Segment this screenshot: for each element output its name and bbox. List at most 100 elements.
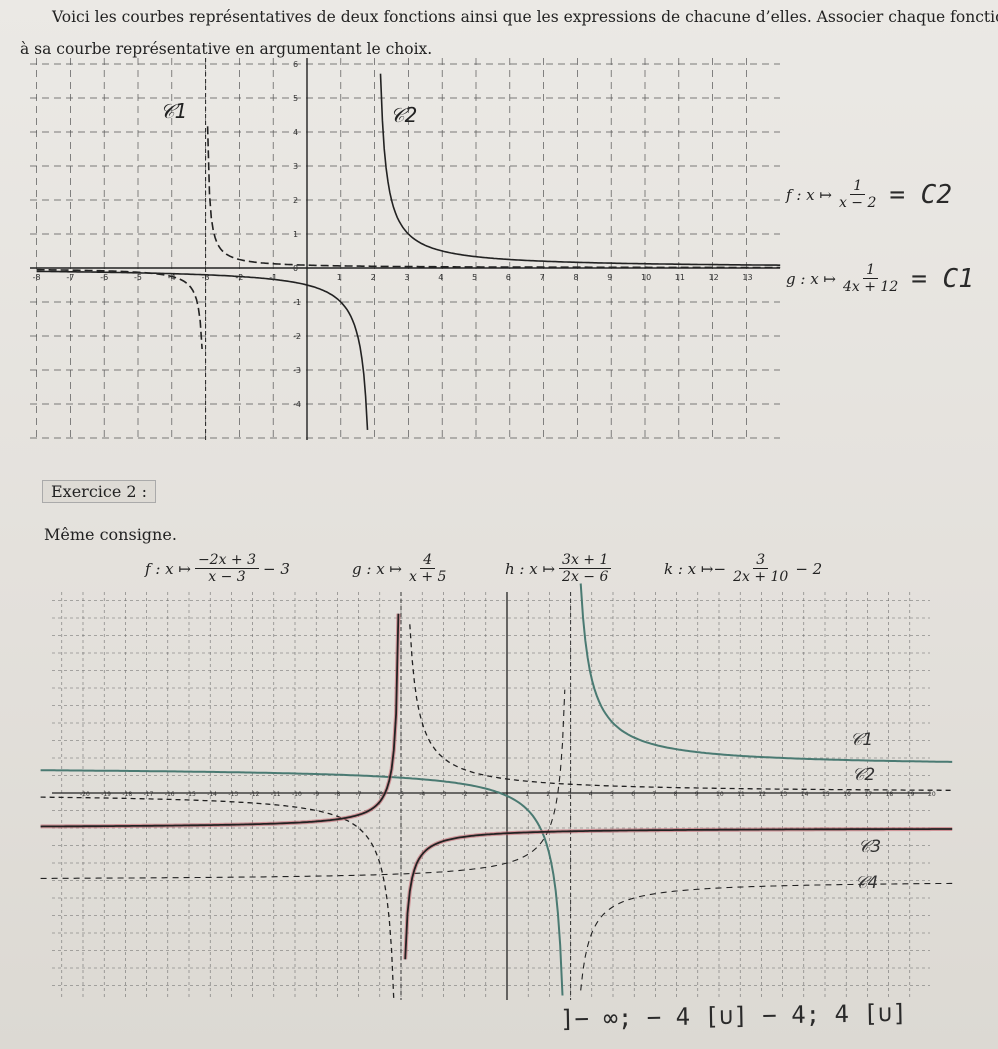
curve-c4 [40, 613, 953, 960]
curve-c2 [36, 73, 781, 430]
x-tick-label: 13 [742, 273, 752, 282]
curve-c1 [36, 126, 781, 350]
x-tick-label: 8 [674, 791, 678, 798]
instruction-line-2: à sa courbe représentative en argumentan… [20, 40, 433, 58]
function-g1-name: g : x ↦ [786, 269, 836, 288]
function-h2-numerator: 3x + 1 [559, 552, 612, 570]
x-tick-label: 9 [695, 791, 699, 798]
x-tick-label: 5 [610, 791, 614, 798]
x-tick-label: -18 [122, 791, 132, 798]
x-tick-label: -7 [356, 791, 362, 798]
x-tick-label: -1 [483, 791, 489, 798]
curve-label-c2: 𝒞2 [852, 765, 875, 785]
curve-c4-highlight [40, 613, 953, 960]
function-k2: k : x ↦ − 3 2x + 10 − 2 [664, 552, 822, 585]
x-tick-label: -11 [271, 791, 281, 798]
function-g2: g : x ↦ 4 x + 5 [352, 552, 453, 585]
y-tick-label: 2 [293, 196, 298, 205]
function-f1: f : x ↦ 1 x − 2 = C2 [786, 178, 952, 211]
curve-label-c1: 𝒞1 [160, 99, 187, 123]
x-tick-label: -17 [144, 791, 154, 798]
x-tick-label: 1 [525, 791, 529, 798]
x-tick-label: -3 [440, 791, 446, 798]
function-g2-denominator: x + 5 [409, 569, 447, 586]
x-tick-label: -2 [235, 273, 243, 282]
curve-label-c1: 𝒞1 [850, 730, 873, 750]
x-tick-label: 12 [758, 791, 766, 798]
x-tick-label: -16 [165, 791, 175, 798]
x-tick-label: -6 [100, 273, 108, 282]
curve-label-c2: 𝒞2 [390, 103, 417, 127]
y-tick-label: 5 [293, 94, 298, 103]
x-tick-label: 15 [822, 791, 830, 798]
function-f2-numerator: −2x + 3 [194, 552, 260, 570]
y-tick-label: 4 [293, 128, 298, 137]
x-tick-label: 2 [546, 791, 550, 798]
instruction-line-1: Voici les courbes représentatives de deu… [52, 8, 998, 26]
x-tick-label: -2 [462, 791, 468, 798]
function-f1-denominator: x − 2 [838, 195, 877, 212]
x-tick-label: 7 [652, 791, 656, 798]
x-tick-label: -6 [377, 791, 383, 798]
x-tick-label: -5 [134, 273, 142, 282]
function-h2-name: h : x ↦ [505, 559, 556, 578]
x-tick-label: 17 [864, 791, 872, 798]
y-tick-label: 0 [293, 264, 298, 273]
y-tick-label: 1 [293, 230, 298, 239]
x-tick-label: 11 [675, 273, 685, 282]
function-g2-fraction: 4 x + 5 [406, 552, 449, 585]
function-k2-suffix: − 2 [795, 559, 823, 578]
x-tick-label: 19 [907, 791, 915, 798]
x-tick-label: -8 [33, 273, 41, 282]
x-tick-label: 6 [631, 791, 635, 798]
function-h2: h : x ↦ 3x + 1 2x − 6 [505, 552, 615, 585]
x-tick-label: 9 [607, 273, 612, 282]
function-k2-name: k : x ↦ [664, 559, 714, 578]
function-k2-prefix: − [713, 559, 727, 578]
x-tick-label: -13 [228, 791, 238, 798]
x-tick-label: 11 [737, 791, 745, 798]
x-tick-label: 14 [801, 791, 809, 798]
x-tick-label: -19 [101, 791, 111, 798]
x-tick-label: 18 [886, 791, 894, 798]
x-tick-label: -10 [292, 791, 302, 798]
x-tick-label: -14 [207, 791, 217, 798]
x-tick-label: -8 [334, 791, 340, 798]
x-tick-label: 20 [928, 791, 936, 798]
consigne: Même consigne. [44, 525, 177, 544]
y-tick-label: -3 [293, 366, 301, 375]
x-tick-label: -12 [250, 791, 260, 798]
function-g1-denominator: 4x + 12 [843, 279, 899, 296]
x-tick-label: 13 [780, 791, 788, 798]
curve-c1 [40, 624, 953, 1001]
y-tick-label: -1 [293, 298, 301, 307]
function-f2-fraction: −2x + 3 x − 3 [194, 552, 260, 586]
graph-1: -8-7-6-5-4-3-2-1123456789101112136543210… [30, 58, 781, 440]
function-f1-fraction: 1 x − 2 [836, 178, 879, 211]
function-h2-denominator: 2x − 6 [562, 569, 609, 586]
x-tick-label: 6 [506, 273, 511, 282]
curve-c2 [40, 689, 953, 991]
x-tick-label: 5 [472, 273, 477, 282]
x-tick-label: 3 [568, 791, 572, 798]
function-k2-fraction: 3 2x + 10 [730, 552, 791, 585]
x-tick-label: -20 [80, 791, 90, 798]
x-tick-label: 8 [573, 273, 578, 282]
x-tick-label: -5 [398, 791, 404, 798]
function-g2-numerator: 4 [420, 552, 436, 570]
x-tick-label: -15 [186, 791, 196, 798]
x-tick-label: 12 [709, 273, 719, 282]
function-f2-denominator: x − 3 [208, 569, 246, 586]
function-g2-name: g : x ↦ [352, 559, 402, 578]
curve-label-c3: 𝒞3 [858, 837, 881, 857]
function-f2: f : x ↦ −2x + 3 x − 3 − 3 [145, 552, 290, 585]
answer-g1: = C1 [911, 263, 974, 294]
function-k2-denominator: 2x + 10 [733, 569, 789, 586]
x-tick-label: -4 [419, 791, 425, 798]
answer-f1: = C2 [889, 179, 952, 210]
x-tick-label: 4 [589, 791, 593, 798]
exercise-2-title: Exercice 2 : [42, 480, 157, 503]
x-tick-label: -7 [66, 273, 74, 282]
curve-label-c4: 𝒞4 [855, 873, 878, 893]
